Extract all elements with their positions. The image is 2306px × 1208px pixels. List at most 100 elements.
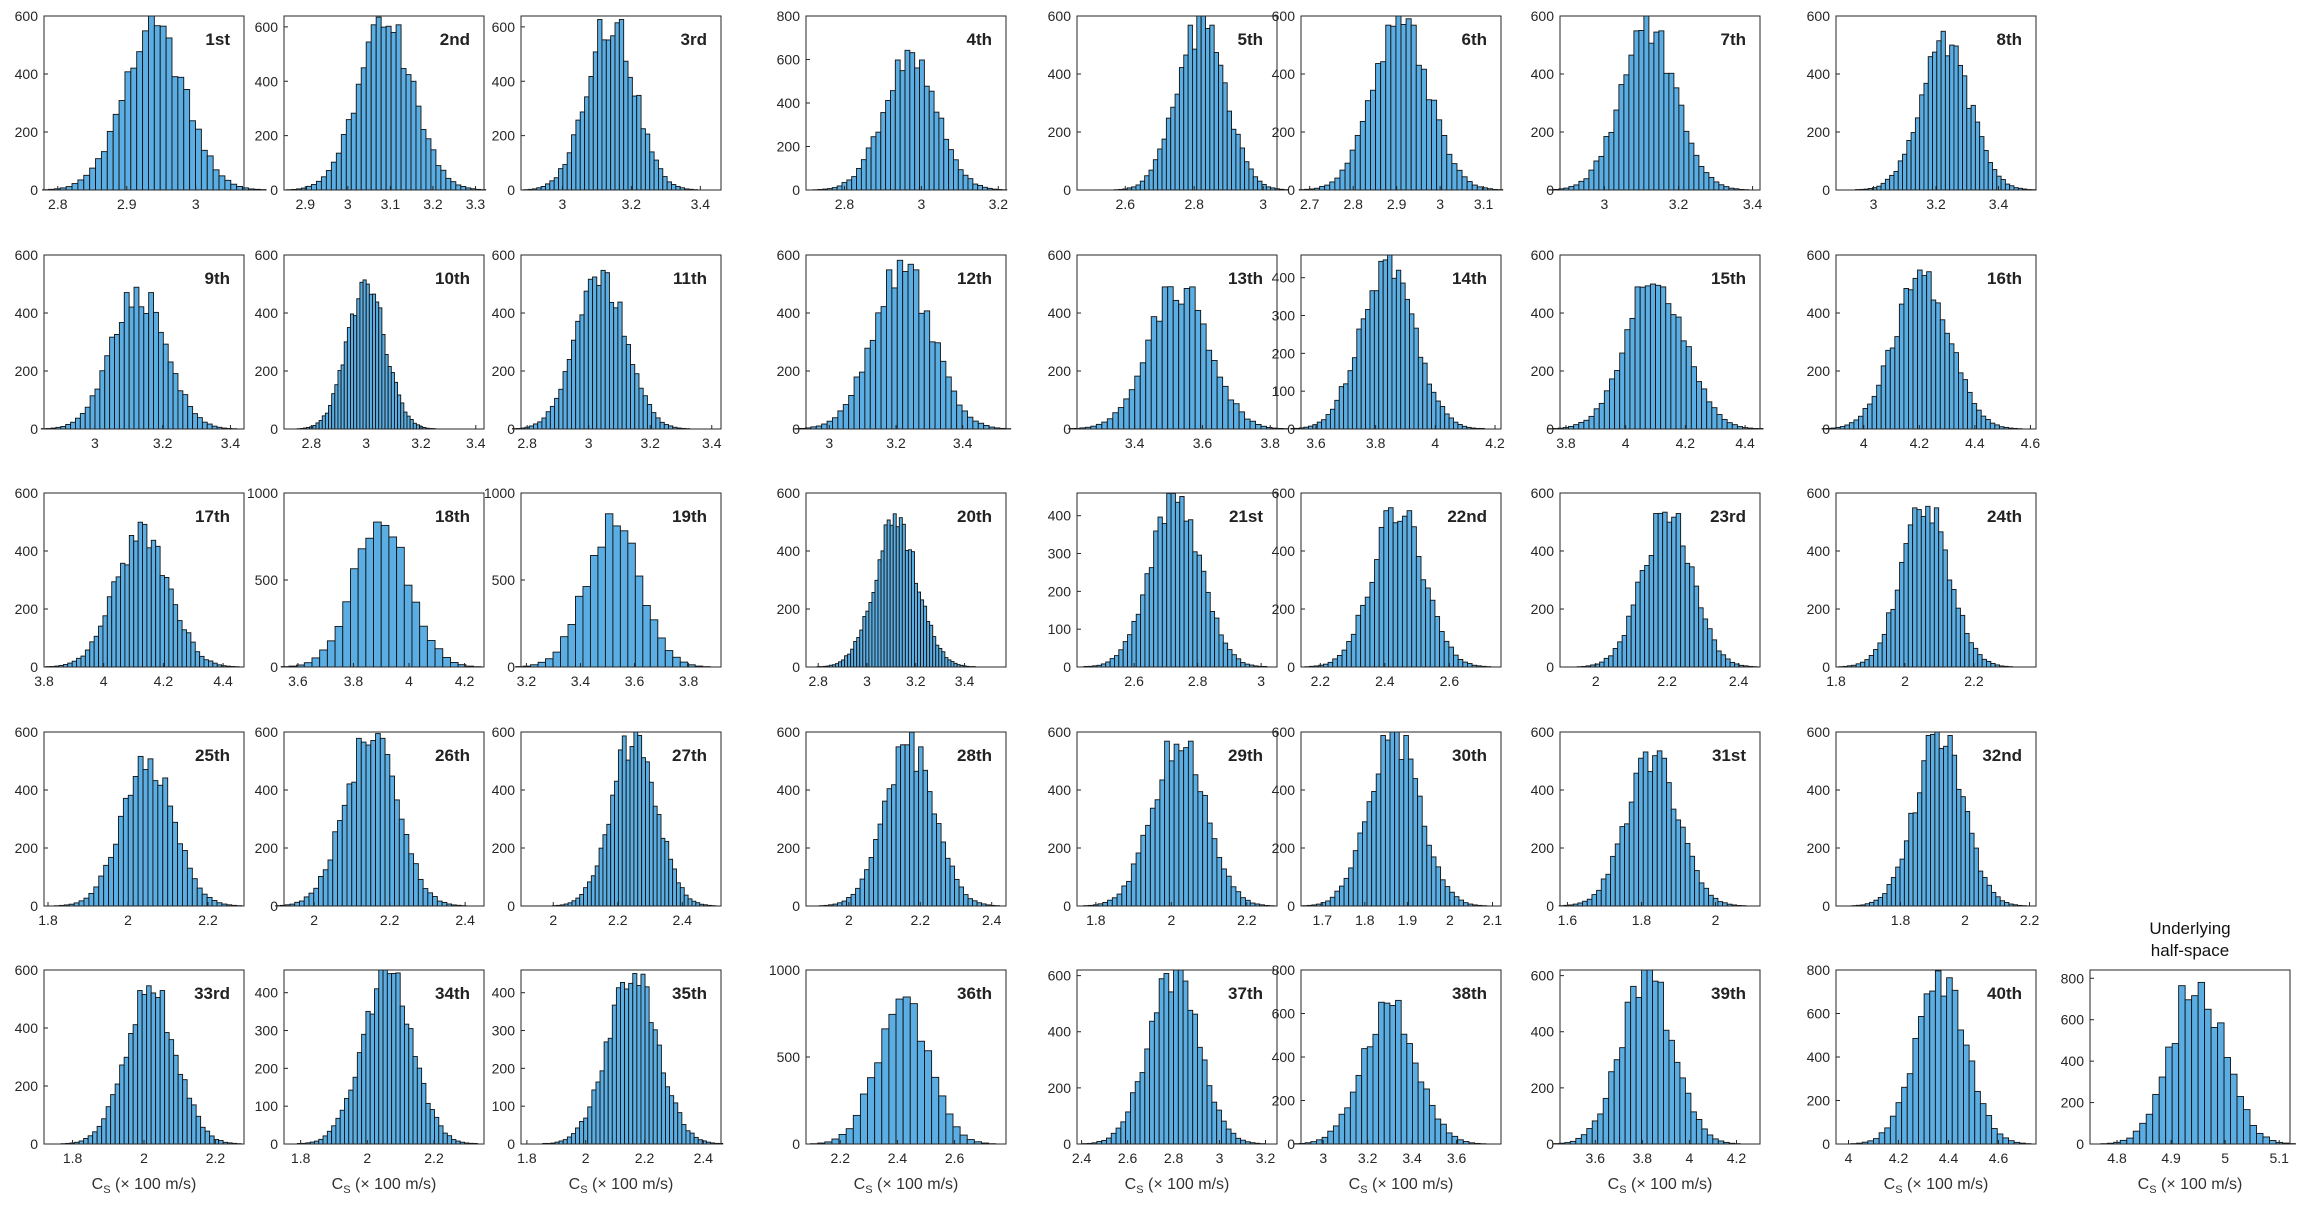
histogram-bar xyxy=(183,89,191,191)
histogram-bar xyxy=(1925,735,1931,907)
histogram-bar xyxy=(1135,852,1142,907)
histogram-bar xyxy=(218,1140,224,1145)
histogram-bar xyxy=(1157,516,1163,668)
histogram-bar xyxy=(98,875,105,907)
histogram-bar xyxy=(846,179,853,191)
x-tick-label: 3.2 xyxy=(153,435,173,451)
x-tick-label: 3 xyxy=(1601,196,1609,212)
histogram-bar xyxy=(1173,743,1180,907)
x-tick-label: 2.2 xyxy=(424,1150,444,1166)
histogram-bar xyxy=(835,663,839,668)
panel-title: Underlying xyxy=(2149,919,2230,938)
histogram-bar xyxy=(1593,160,1600,191)
histogram-bar xyxy=(1361,821,1368,907)
y-tick-label: 400 xyxy=(1272,543,1296,559)
axes-box xyxy=(1835,492,2037,668)
histogram-bar xyxy=(595,1081,601,1145)
histogram-bar xyxy=(1678,104,1685,191)
histogram-bar xyxy=(1261,183,1267,191)
histogram-bar xyxy=(1634,286,1641,430)
histogram-bar xyxy=(2126,1137,2134,1145)
x-tick-label: 3.6 xyxy=(1447,1150,1467,1166)
histogram-bar xyxy=(848,395,855,430)
x-tick-label: 2.8 xyxy=(1185,196,1205,212)
histogram-bar xyxy=(350,313,355,430)
histogram-bar xyxy=(1451,163,1458,191)
y-tick-label: 100 xyxy=(1272,383,1296,399)
histogram-bar xyxy=(1435,400,1441,430)
histogram-bar xyxy=(950,661,955,668)
histogram-bar xyxy=(212,662,218,668)
histogram-bar xyxy=(1906,139,1912,191)
histogram-bar xyxy=(1225,875,1232,907)
histogram-bar xyxy=(1844,424,1850,430)
y-tick-label: 0 xyxy=(1287,659,1295,675)
x-tick-label: 1.8 xyxy=(291,1150,311,1166)
x-tick-label: 3.8 xyxy=(344,673,364,689)
histogram-bar xyxy=(1881,633,1887,668)
panel-label: 16th xyxy=(1987,269,2022,288)
histogram-bar xyxy=(1586,1128,1593,1145)
histogram-bar xyxy=(1876,384,1882,430)
histogram-bar xyxy=(379,737,386,907)
y-tick-label: 1000 xyxy=(247,485,278,501)
axes-box xyxy=(1300,15,1502,191)
y-tick-label: 0 xyxy=(1063,182,1071,198)
histogram-bar xyxy=(1628,54,1635,191)
histogram-bar xyxy=(1339,169,1346,191)
histogram-bar xyxy=(938,117,945,191)
histogram-bar xyxy=(904,49,911,191)
histogram-bar xyxy=(663,424,669,430)
histogram-bar xyxy=(1938,531,1944,668)
histogram-bar xyxy=(398,818,405,907)
histogram-bar xyxy=(1149,1020,1155,1145)
histogram-bar xyxy=(874,1062,883,1145)
histogram-bar xyxy=(1112,412,1119,430)
x-tick-label: 2.9 xyxy=(296,196,316,212)
histogram-bar xyxy=(410,80,417,191)
histogram-bar xyxy=(932,636,937,668)
histogram-bar xyxy=(1890,877,1897,907)
histogram-bar xyxy=(186,632,192,668)
x-tick-label: 2.6 xyxy=(1124,673,1144,689)
x-tick-label: 4.4 xyxy=(1965,435,1985,451)
histogram-bar xyxy=(1912,812,1918,907)
histogram-bar xyxy=(648,1022,654,1145)
histogram-bar xyxy=(1206,822,1213,907)
histogram-bar xyxy=(1614,843,1621,907)
histogram-bar xyxy=(96,1125,103,1145)
histogram-bar xyxy=(972,183,979,191)
histogram-bar xyxy=(967,898,974,907)
histogram-bar xyxy=(429,1109,435,1145)
histogram-bar xyxy=(1139,362,1147,430)
y-tick-label: 0 xyxy=(270,659,278,675)
histogram-bar xyxy=(1178,750,1185,907)
histogram-bar xyxy=(1947,735,1953,907)
histogram-bar xyxy=(877,823,884,907)
histogram-bar xyxy=(881,1028,890,1145)
histogram-bar xyxy=(652,1029,658,1145)
histogram-bar xyxy=(1989,422,1996,430)
histogram-bar xyxy=(1361,1048,1368,1145)
x-tick-label: 2.6 xyxy=(945,1150,965,1166)
histogram-bar xyxy=(318,876,324,907)
histogram-bar xyxy=(1693,154,1700,191)
axes-box xyxy=(1076,15,1278,191)
histogram-bar xyxy=(1457,659,1464,668)
histogram-bar xyxy=(1985,419,1991,430)
histogram-bar xyxy=(2230,1073,2238,1145)
histogram-bar xyxy=(1145,339,1152,430)
histogram-bar xyxy=(378,969,384,1145)
panel-label: 19th xyxy=(672,507,707,526)
histogram-bar xyxy=(1939,319,1946,430)
y-tick-label: 400 xyxy=(1807,543,1831,559)
histogram-bar xyxy=(1878,1132,1886,1145)
histogram-bar xyxy=(1197,791,1204,907)
histogram-bar xyxy=(361,1033,367,1145)
histogram-bar xyxy=(1188,519,1194,668)
histogram-bar xyxy=(332,831,338,907)
histogram-bar xyxy=(1205,349,1213,430)
